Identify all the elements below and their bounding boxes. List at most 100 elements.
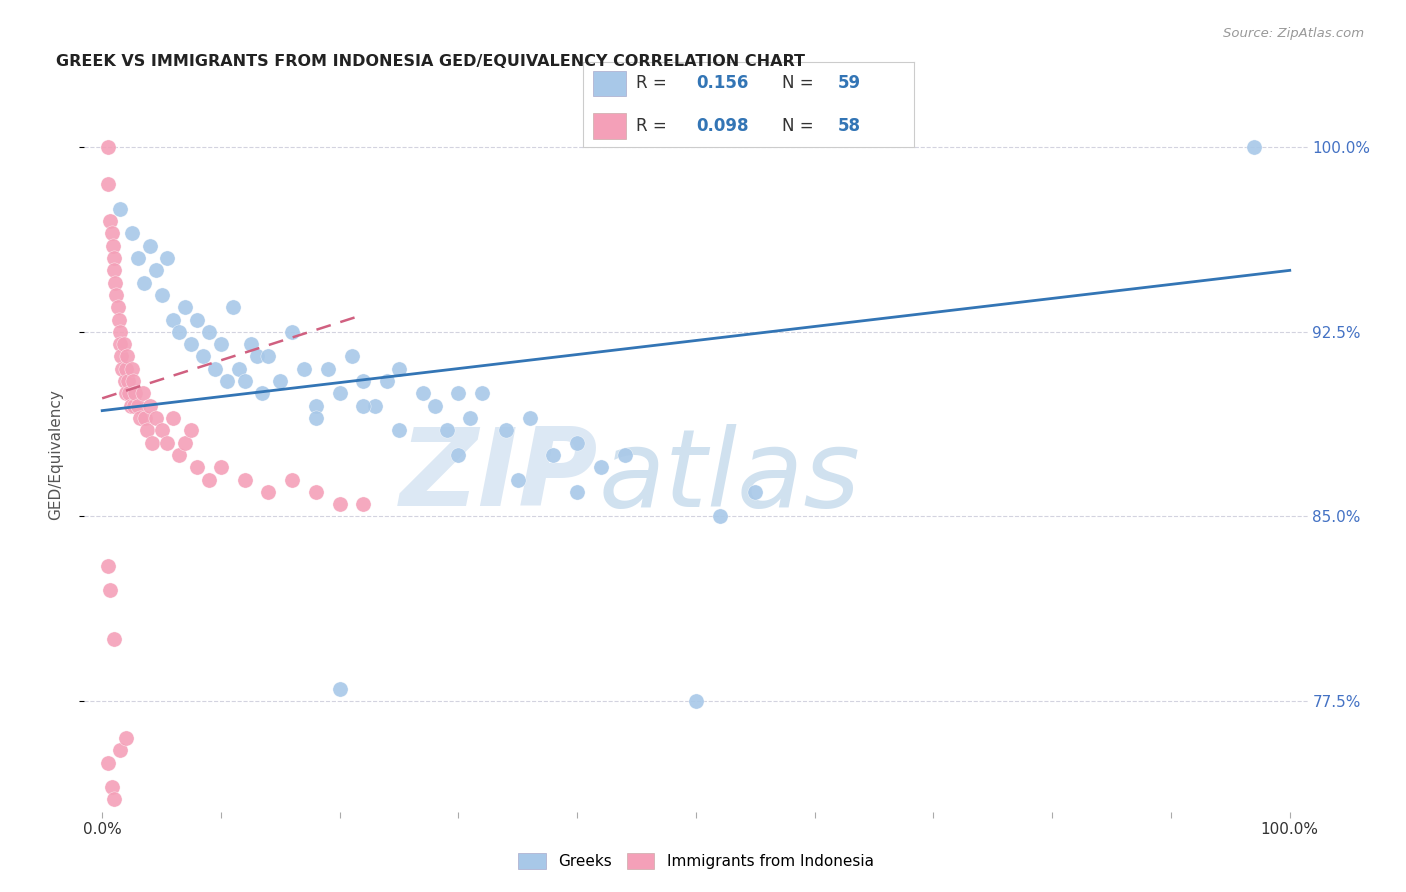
Point bbox=[120, 399, 142, 413]
Point bbox=[744, 484, 766, 499]
Point bbox=[138, 399, 160, 413]
Text: N =: N = bbox=[782, 117, 818, 135]
Point bbox=[131, 386, 153, 401]
Point bbox=[100, 227, 122, 241]
Point bbox=[543, 448, 565, 462]
Bar bbox=[593, 113, 627, 139]
Point bbox=[388, 361, 411, 376]
Point bbox=[423, 399, 446, 413]
Point bbox=[100, 214, 122, 228]
Point bbox=[447, 386, 470, 401]
Point bbox=[329, 497, 352, 511]
Text: 0.098: 0.098 bbox=[696, 117, 748, 135]
Point bbox=[112, 337, 135, 351]
Point bbox=[180, 337, 202, 351]
Point bbox=[447, 448, 470, 462]
Point bbox=[122, 374, 145, 388]
Point bbox=[134, 411, 156, 425]
Point bbox=[316, 361, 339, 376]
Point bbox=[305, 411, 328, 425]
Point bbox=[375, 374, 398, 388]
Point bbox=[340, 350, 363, 364]
Point bbox=[495, 423, 517, 437]
Point bbox=[108, 202, 131, 216]
Point bbox=[105, 288, 128, 302]
Point bbox=[436, 423, 458, 437]
Point bbox=[108, 743, 131, 757]
Point bbox=[107, 300, 129, 314]
Point bbox=[101, 239, 124, 253]
Point bbox=[169, 325, 191, 339]
Point bbox=[222, 300, 245, 314]
Point bbox=[97, 140, 120, 154]
Point bbox=[174, 435, 197, 450]
Point bbox=[108, 337, 131, 351]
Text: 59: 59 bbox=[838, 74, 860, 92]
Point bbox=[613, 448, 636, 462]
Point bbox=[506, 473, 529, 487]
Point bbox=[567, 484, 589, 499]
Point bbox=[111, 361, 134, 376]
Text: 0.156: 0.156 bbox=[696, 74, 748, 92]
Point bbox=[115, 731, 138, 745]
Point bbox=[589, 460, 612, 475]
Point bbox=[209, 337, 232, 351]
Point bbox=[118, 386, 141, 401]
Point bbox=[685, 694, 707, 708]
Point bbox=[110, 350, 132, 364]
Point bbox=[305, 484, 328, 499]
Point bbox=[364, 399, 387, 413]
Point bbox=[215, 374, 238, 388]
Legend: Greeks, Immigrants from Indonesia: Greeks, Immigrants from Indonesia bbox=[512, 847, 880, 875]
Text: GREEK VS IMMIGRANTS FROM INDONESIA GED/EQUIVALENCY CORRELATION CHART: GREEK VS IMMIGRANTS FROM INDONESIA GED/E… bbox=[56, 54, 806, 69]
Point bbox=[104, 276, 127, 290]
Point bbox=[156, 251, 179, 265]
Point bbox=[100, 780, 122, 794]
Point bbox=[257, 484, 280, 499]
Point bbox=[471, 386, 494, 401]
Point bbox=[281, 473, 304, 487]
Point bbox=[115, 361, 138, 376]
Point bbox=[186, 312, 208, 326]
Point bbox=[191, 350, 214, 364]
Point bbox=[121, 227, 143, 241]
Text: N =: N = bbox=[782, 74, 818, 92]
Point bbox=[1243, 140, 1265, 154]
Point bbox=[97, 756, 120, 770]
Y-axis label: GED/Equivalency: GED/Equivalency bbox=[49, 390, 63, 520]
Point bbox=[114, 374, 136, 388]
Point bbox=[186, 460, 208, 475]
Point bbox=[329, 681, 352, 696]
Point bbox=[292, 361, 315, 376]
Point bbox=[305, 399, 328, 413]
Point bbox=[103, 632, 125, 647]
Point bbox=[108, 325, 131, 339]
Point bbox=[132, 276, 155, 290]
Point bbox=[352, 497, 374, 511]
Point bbox=[174, 300, 197, 314]
Point bbox=[129, 411, 152, 425]
Point bbox=[198, 325, 221, 339]
Point bbox=[107, 312, 129, 326]
Point bbox=[162, 312, 184, 326]
Point bbox=[115, 350, 138, 364]
Point bbox=[204, 361, 226, 376]
Text: ZIP: ZIP bbox=[399, 424, 598, 529]
Point bbox=[97, 558, 120, 573]
Bar bbox=[593, 71, 627, 96]
Text: 58: 58 bbox=[838, 117, 860, 135]
Point bbox=[180, 423, 202, 437]
Text: atlas: atlas bbox=[598, 424, 860, 529]
Point bbox=[115, 386, 138, 401]
Point bbox=[567, 435, 589, 450]
Point bbox=[156, 435, 179, 450]
Point bbox=[412, 386, 434, 401]
Point bbox=[329, 386, 352, 401]
Point bbox=[252, 386, 274, 401]
Point bbox=[103, 263, 125, 277]
Point bbox=[145, 263, 167, 277]
Point bbox=[198, 473, 221, 487]
Point bbox=[141, 435, 163, 450]
Point bbox=[145, 411, 167, 425]
Point bbox=[122, 399, 145, 413]
